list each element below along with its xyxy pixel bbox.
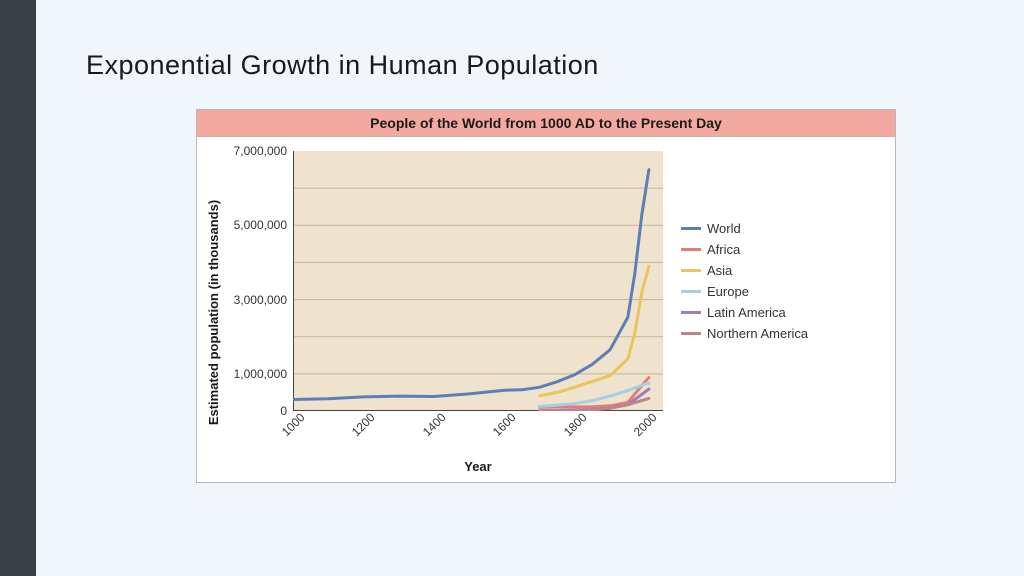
chart-title: People of the World from 1000 AD to the … (197, 110, 895, 137)
y-tick-label: 1,000,000 (234, 367, 287, 381)
legend-swatch (681, 248, 701, 251)
y-tick-label: 0 (280, 404, 287, 418)
legend-swatch (681, 311, 701, 314)
legend-label: Latin America (707, 305, 786, 320)
x-tick-label: 1400 (420, 410, 449, 439)
legend-swatch (681, 290, 701, 293)
content-area: Exponential Growth in Human Population P… (36, 0, 1024, 576)
sidebar-stripe (0, 0, 36, 576)
x-tick-label: 1200 (349, 410, 378, 439)
legend-label: Northern America (707, 326, 808, 341)
chart-body: Estimated population (in thousands) 0 1,0… (197, 137, 895, 482)
legend-label: World (707, 221, 741, 236)
page-title: Exponential Growth in Human Population (86, 50, 994, 81)
plot-column: 01,000,0003,000,0005,000,0007,000,000 Wo… (225, 151, 885, 474)
y-axis-label: Estimated population (in thousands) (207, 200, 222, 425)
y-tick-column: 01,000,0003,000,0005,000,0007,000,000 (225, 151, 293, 411)
x-tick-label: 2000 (631, 410, 660, 439)
plot-area (293, 151, 663, 411)
y-tick-label: 3,000,000 (234, 293, 287, 307)
legend-item: Africa (681, 242, 808, 257)
legend-label: Europe (707, 284, 749, 299)
legend-item: Asia (681, 263, 808, 278)
x-tick-label: 1600 (490, 410, 519, 439)
legend-label: Africa (707, 242, 740, 257)
plot-row: 01,000,0003,000,0005,000,0007,000,000 Wo… (225, 151, 885, 411)
legend-swatch (681, 227, 701, 230)
legend-item: Northern America (681, 326, 808, 341)
legend-label: Asia (707, 263, 732, 278)
legend-item: Europe (681, 284, 808, 299)
legend-swatch (681, 269, 701, 272)
legend-item: World (681, 221, 808, 236)
legend-item: Latin America (681, 305, 808, 320)
population-chart: People of the World from 1000 AD to the … (196, 109, 896, 483)
y-axis-label-container: Estimated population (in thousands) (203, 151, 225, 474)
legend: World Africa Asia Europe Latin America Northe… (663, 151, 808, 411)
x-tick-label: 1800 (561, 410, 590, 439)
x-axis-label: Year (293, 455, 663, 474)
y-tick-label: 7,000,000 (234, 144, 287, 158)
x-tick-row: 100012001400160018002000 (293, 411, 663, 455)
y-tick-label: 5,000,000 (234, 218, 287, 232)
legend-swatch (681, 332, 701, 335)
